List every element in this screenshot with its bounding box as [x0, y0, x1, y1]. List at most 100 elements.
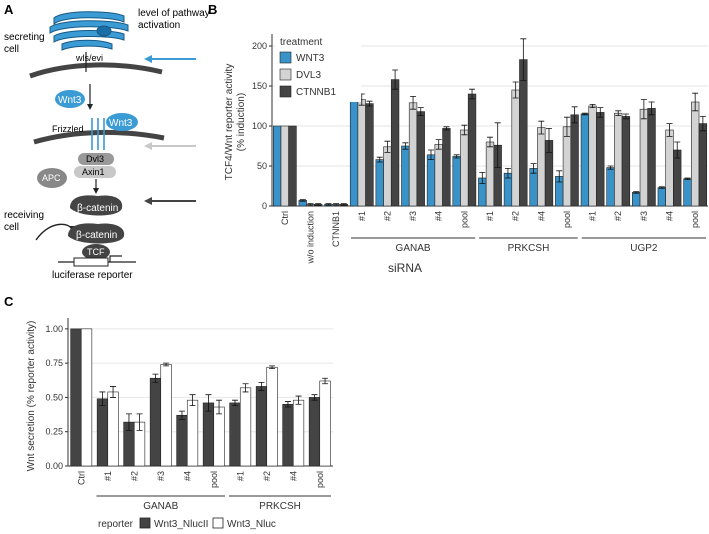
bar — [665, 129, 674, 207]
bar — [383, 146, 392, 207]
label-wnt3-b: Wnt3 — [109, 118, 133, 129]
error-bar — [597, 107, 604, 118]
x-tick-label: pool — [459, 211, 469, 228]
error-bar — [307, 203, 314, 206]
bar — [485, 141, 495, 207]
error-bar — [479, 172, 486, 184]
bar — [632, 192, 641, 207]
legend-swatch — [212, 517, 224, 529]
legend-label: WNT3 — [296, 53, 325, 64]
y-tick-label: 50 — [257, 161, 267, 171]
error-bar — [295, 395, 302, 405]
x-tick-label: #4 — [288, 471, 298, 481]
bar — [570, 114, 579, 207]
group-label: GANAB — [396, 243, 431, 254]
label-level-1: level of pathway — [138, 8, 210, 19]
bar — [282, 403, 294, 467]
apc-icon — [37, 168, 67, 188]
bar — [401, 145, 410, 207]
beta-catenin-nuclear-icon — [68, 223, 125, 244]
x-tick-label: w/o induction — [305, 211, 315, 265]
error-bar — [615, 110, 622, 116]
bar — [416, 111, 425, 207]
label-wls: wls/evi — [75, 53, 103, 63]
x-tick-label: Ctrl — [76, 471, 86, 485]
error-bar — [435, 139, 442, 150]
bar — [596, 112, 605, 207]
legend-swatch — [279, 51, 292, 64]
bar — [647, 108, 656, 207]
error-bar — [311, 394, 318, 401]
error-bar — [699, 116, 706, 132]
bar — [80, 328, 93, 467]
activation-arrowhead-2-icon — [144, 142, 152, 150]
label-luciferase: luciferase reporter — [52, 270, 133, 281]
error-bar — [571, 106, 578, 124]
error-bar — [152, 373, 159, 383]
x-tick-label: CTNNB1 — [331, 211, 341, 247]
y-axis-label-2: (% induction) — [236, 93, 247, 151]
error-bar — [453, 154, 460, 159]
x-tick-label: #2 — [613, 211, 623, 221]
error-bar — [136, 413, 143, 431]
label-level-2: activation — [138, 20, 180, 31]
bar — [357, 99, 366, 207]
error-bar — [299, 199, 306, 202]
bar — [229, 402, 241, 467]
bar — [70, 328, 82, 467]
y-tick-label: 1.00 — [45, 324, 63, 334]
error-bar — [520, 38, 527, 81]
label-cell-2: cell — [4, 222, 19, 233]
error-bar — [633, 191, 640, 194]
bar — [621, 116, 631, 207]
bar — [149, 377, 162, 467]
bar — [375, 159, 384, 207]
x-tick-label: #2 — [382, 211, 392, 221]
error-bar — [622, 113, 629, 120]
frizzled-receptor-icon — [91, 118, 105, 150]
x-tick-label: #3 — [156, 471, 166, 481]
bar — [606, 167, 615, 207]
error-bar — [376, 156, 383, 163]
wnt3-secreted-icon — [55, 90, 85, 108]
arrowhead-icon — [87, 104, 93, 110]
bar — [537, 127, 546, 207]
label-cell-1: cell — [4, 44, 19, 55]
bar — [160, 364, 172, 467]
bar — [639, 108, 649, 207]
error-bar — [674, 141, 681, 159]
bar — [529, 168, 538, 207]
bar — [614, 112, 623, 207]
membrane-top — [29, 62, 163, 79]
label-receiving: receiving — [4, 210, 44, 221]
bar — [107, 391, 119, 467]
bar — [308, 397, 321, 467]
error-bar — [563, 116, 570, 137]
arrowhead-2-icon — [93, 188, 99, 194]
bar — [519, 59, 528, 207]
y-tick-label: 0.00 — [45, 461, 63, 471]
bar — [562, 126, 572, 207]
group-label: GANAB — [143, 501, 178, 512]
x-tick-label: #1 — [588, 211, 598, 221]
panel-b-letter: B — [208, 2, 217, 17]
x-tick-label: #4 — [434, 211, 444, 221]
membrane-middle — [33, 129, 165, 145]
error-bar — [366, 100, 373, 107]
legend-label: Wnt3_Nluc — [227, 519, 276, 530]
bar — [255, 386, 268, 467]
error-bar — [512, 81, 519, 99]
label-wnt3-a: Wnt3 — [58, 95, 82, 106]
error-bar — [315, 203, 322, 206]
bar — [266, 366, 278, 467]
x-tick-label: #2 — [129, 471, 139, 481]
x-tick-label: #3 — [408, 211, 418, 221]
error-bar — [258, 381, 265, 391]
bar — [213, 406, 225, 467]
nucleus-curve — [35, 223, 73, 241]
y-tick-label: 0.25 — [45, 427, 63, 437]
label-tcf: TCF — [87, 247, 105, 257]
error-bar — [684, 177, 691, 180]
error-bar — [504, 168, 511, 179]
error-bar — [640, 99, 647, 120]
